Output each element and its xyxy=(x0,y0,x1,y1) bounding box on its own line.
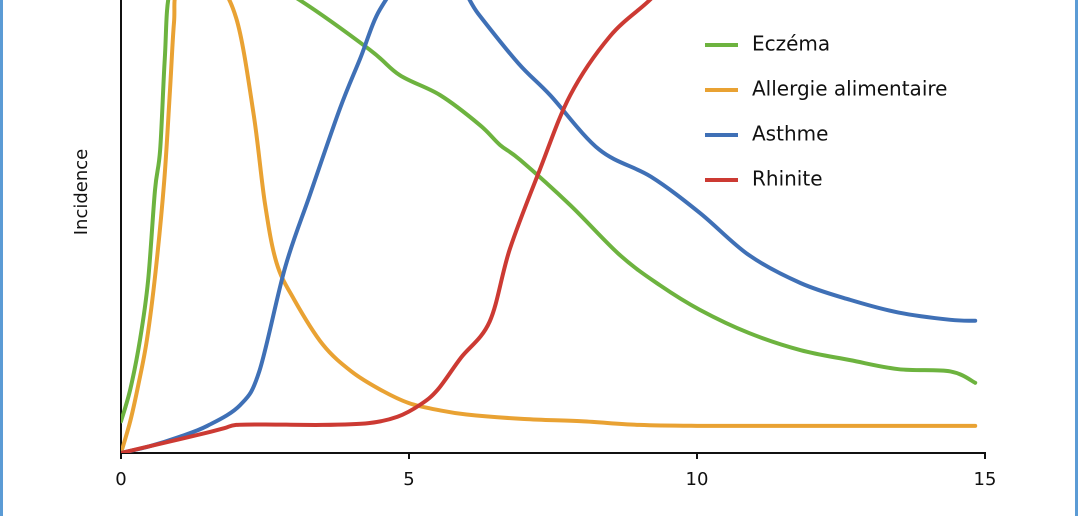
line xyxy=(121,0,978,424)
legend-label: Allergie alimentaire xyxy=(752,77,947,101)
x-tick-label: 15 xyxy=(974,469,997,490)
lines xyxy=(121,0,978,453)
x-tick-label: 0 xyxy=(115,469,126,490)
x-tick-label: 10 xyxy=(686,469,709,490)
y-axis-label: Incidence xyxy=(71,149,92,236)
legend-label: Eczéma xyxy=(752,32,830,56)
line xyxy=(121,0,653,453)
x-tick-label: 5 xyxy=(403,469,414,490)
legend-label: Rhinite xyxy=(752,167,823,191)
line xyxy=(121,0,978,453)
legend-label: Asthme xyxy=(752,122,828,146)
line xyxy=(121,0,978,453)
